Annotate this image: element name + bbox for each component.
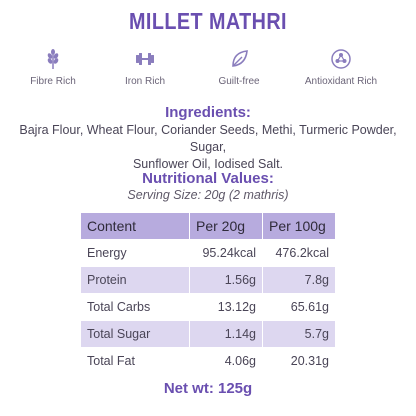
row-value-20g: 95.24kcal bbox=[189, 239, 263, 267]
row-label: Protein bbox=[80, 266, 190, 294]
badge-label: Guilt-free bbox=[218, 76, 260, 87]
row-value-100g: 5.7g bbox=[262, 320, 336, 348]
nutrition-table: Content Per 20g Per 100g Energy 95.24kca… bbox=[80, 212, 336, 375]
badge-label: Antioxidant Rich bbox=[304, 76, 378, 87]
row-label: Total Fat bbox=[80, 347, 190, 375]
table-row: Total Carbs 13.12g 65.61g bbox=[80, 293, 336, 321]
badge-label: Iron Rich bbox=[124, 76, 165, 87]
badge-label: Fibre Rich bbox=[30, 76, 76, 87]
row-value-100g: 7.8g bbox=[262, 266, 336, 294]
header-per-20g: Per 20g bbox=[189, 212, 263, 240]
row-value-100g: 65.61g bbox=[262, 293, 336, 321]
row-value-20g: 1.56g bbox=[189, 266, 263, 294]
header-content: Content bbox=[80, 212, 190, 240]
row-value-20g: 13.12g bbox=[189, 293, 263, 321]
badge-fibre-rich: Fibre Rich bbox=[0, 48, 108, 87]
wheat-icon bbox=[0, 48, 108, 70]
feature-badges: Fibre Rich Iron Rich Guilt-free bbox=[0, 48, 416, 94]
table-header-row: Content Per 20g Per 100g bbox=[80, 212, 336, 240]
table-row: Energy 95.24kcal 476.2kcal bbox=[80, 239, 336, 267]
row-value-100g: 476.2kcal bbox=[262, 239, 336, 267]
header-per-100g: Per 100g bbox=[262, 212, 336, 240]
leaf-icon bbox=[184, 48, 294, 70]
row-label: Total Carbs bbox=[80, 293, 190, 321]
serving-size: Serving Size: 20g (2 mathris) bbox=[127, 188, 289, 202]
table-row: Total Sugar 1.14g 5.7g bbox=[80, 320, 336, 348]
row-value-100g: 20.31g bbox=[262, 347, 336, 375]
badge-iron-rich: Iron Rich bbox=[90, 48, 200, 87]
ingredients-heading: Ingredients: bbox=[165, 104, 251, 121]
molecule-icon bbox=[286, 48, 396, 70]
product-title: MILLET MATHRI bbox=[129, 8, 287, 34]
table-row: Protein 1.56g 7.8g bbox=[80, 266, 336, 294]
row-value-20g: 4.06g bbox=[189, 347, 263, 375]
row-value-20g: 1.14g bbox=[189, 320, 263, 348]
table-row: Total Fat 4.06g 20.31g bbox=[80, 347, 336, 375]
dumbbell-icon bbox=[90, 48, 200, 70]
ingredients-line: Bajra Flour, Wheat Flour, Coriander Seed… bbox=[19, 123, 397, 154]
ingredients-list: Bajra Flour, Wheat Flour, Coriander Seed… bbox=[0, 122, 416, 173]
ingredients-line: Sunflower Oil, Iodised Salt. bbox=[132, 157, 284, 171]
row-label: Energy bbox=[80, 239, 190, 267]
nutrition-heading: Nutritional Values: bbox=[142, 170, 274, 187]
row-label: Total Sugar bbox=[80, 320, 190, 348]
badge-antioxidant-rich: Antioxidant Rich bbox=[286, 48, 396, 87]
badge-guilt-free: Guilt-free bbox=[184, 48, 294, 87]
net-weight: Net wt: 125g bbox=[163, 380, 253, 397]
